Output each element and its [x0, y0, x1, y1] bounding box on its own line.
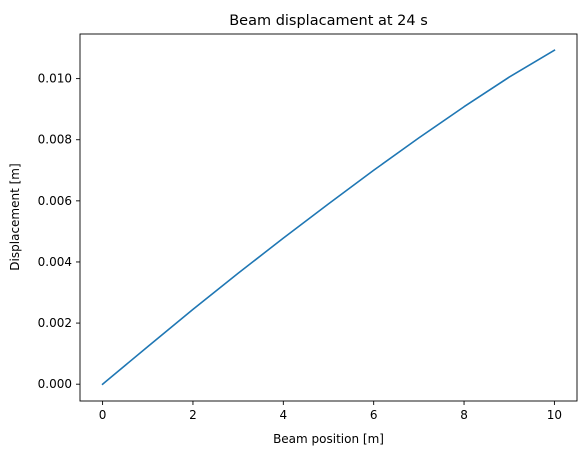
y-tick-label: 0.000 [38, 377, 72, 391]
series-line-0 [101, 49, 556, 386]
y-tick-label: 0.004 [38, 255, 72, 269]
y-axis-title: Displacement [m] [8, 163, 22, 270]
y-tick-label: 0.008 [38, 133, 72, 147]
y-tick-label: 0.002 [38, 316, 72, 330]
x-tick-label: 0 [99, 408, 107, 422]
x-tick-label: 4 [279, 408, 287, 422]
plot-frame [79, 33, 578, 402]
chart-title: Beam displacament at 24 s [229, 13, 428, 29]
x-tick-label: 2 [189, 408, 197, 422]
y-tick-label: 0.006 [38, 194, 72, 208]
x-tick-label: 8 [460, 408, 468, 422]
x-tick-label: 6 [370, 408, 378, 422]
x-tick-label: 10 [547, 408, 562, 422]
x-axis-title: Beam position [m] [273, 432, 384, 446]
y-tick-label: 0.010 [38, 72, 72, 86]
axes-group: 0 2 4 6 8 10 0.000 0.002 0.004 0.006 0.008 0.010 [38, 33, 578, 422]
